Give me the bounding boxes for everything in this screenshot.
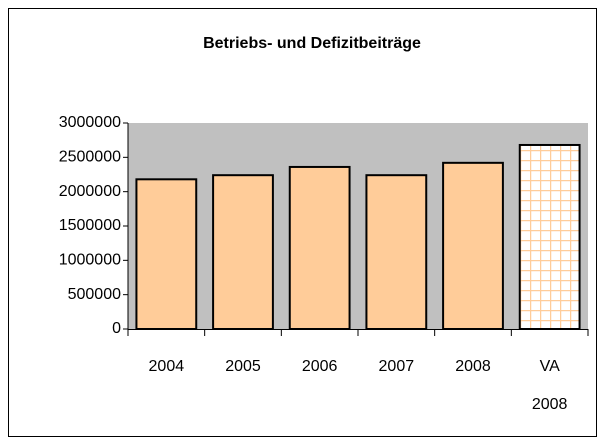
plot-area [128, 123, 588, 329]
x-tick-label: 2006 [301, 358, 338, 375]
bar [442, 161, 504, 330]
bar [135, 178, 198, 330]
chart-title: Betriebs- und Defizitbeiträge [203, 35, 421, 52]
bar [288, 165, 351, 330]
bar [365, 174, 428, 330]
x-tick-label: 2008 [455, 358, 491, 375]
x-tick-label: 2005 [225, 358, 261, 375]
x-tick-label: VA 2008 [531, 358, 568, 413]
y-tick-label: 0 [112, 320, 121, 337]
y-tick-label: 1000000 [59, 252, 121, 269]
x-tick-label: 2007 [378, 358, 415, 375]
y-tick-label: 2000000 [59, 183, 121, 200]
x-tick-label: 2004 [148, 358, 185, 375]
bar [518, 143, 581, 330]
y-tick-label: 1500000 [59, 217, 121, 234]
y-tick-label: 2500000 [59, 149, 121, 166]
y-tick-label: 500000 [68, 286, 121, 303]
y-tick-label: 3000000 [59, 114, 121, 131]
bar [212, 174, 274, 330]
